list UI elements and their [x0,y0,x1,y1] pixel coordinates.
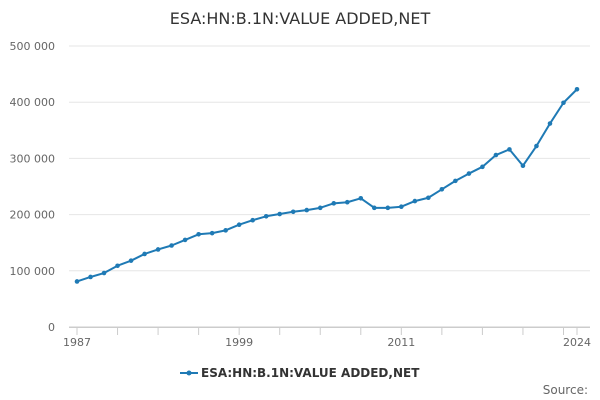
y-tick-label: 400 000 [10,96,56,109]
x-tick-label: 2024 [563,336,591,349]
data-point[interactable] [399,204,404,210]
data-point[interactable] [453,178,458,184]
data-point[interactable] [480,164,485,170]
data-point[interactable] [88,274,93,280]
data-point[interactable] [466,171,472,176]
legend[interactable]: ESA:HN:B.1N:VALUE ADDED,NET [180,366,420,380]
data-point[interactable] [331,201,337,206]
data-point[interactable] [317,205,323,211]
legend-label: ESA:HN:B.1N:VALUE ADDED,NET [201,366,420,380]
x-axis: 1987 1999 2011 2024 [63,327,591,349]
data-point[interactable] [142,251,147,257]
data-point[interactable] [155,247,161,252]
data-point[interactable] [426,195,431,201]
source-label: Source: [543,383,588,397]
x-tick-label: 2011 [387,336,415,349]
data-point[interactable] [547,121,553,126]
data-point[interactable] [412,198,418,204]
data-point[interactable] [344,199,350,205]
x-tick-label: 1987 [63,336,91,349]
y-tick-label: 300 000 [10,152,56,165]
gridlines [69,45,590,328]
data-point[interactable] [223,228,228,233]
data-point[interactable] [561,100,566,106]
data-point[interactable] [574,86,580,92]
y-tick-label: 0 [48,321,55,334]
data-point[interactable] [358,196,364,201]
data-point[interactable] [290,209,296,215]
chart-title: ESA:HN:B.1N:VALUE ADDED,NET [170,9,431,28]
x-tick-label: 1999 [225,336,253,349]
series-group [74,86,580,284]
data-point[interactable] [263,213,269,219]
y-tick-label: 200 000 [10,209,56,222]
data-point[interactable] [277,211,283,217]
data-point[interactable] [128,258,134,263]
legend-marker [186,370,192,376]
data-point[interactable] [385,205,391,211]
data-point[interactable] [115,263,120,269]
y-tick-label: 100 000 [10,265,56,278]
data-point[interactable] [74,279,80,284]
series-line [76,88,578,283]
data-point[interactable] [371,205,377,211]
data-point[interactable] [169,243,174,248]
data-point[interactable] [534,143,539,149]
data-point[interactable] [493,152,499,158]
data-point[interactable] [304,207,310,213]
y-axis: 0 100 000 200 000 300 000 400 000 500 000 [10,40,56,334]
data-point[interactable] [182,237,188,243]
data-point[interactable] [209,230,215,236]
data-point[interactable] [520,163,526,169]
data-point[interactable] [236,222,242,228]
y-tick-label: 500 000 [10,40,56,53]
data-point[interactable] [439,187,445,192]
data-point[interactable] [196,231,201,237]
data-point[interactable] [507,147,512,152]
data-point[interactable] [250,217,255,223]
data-point[interactable] [101,270,107,276]
